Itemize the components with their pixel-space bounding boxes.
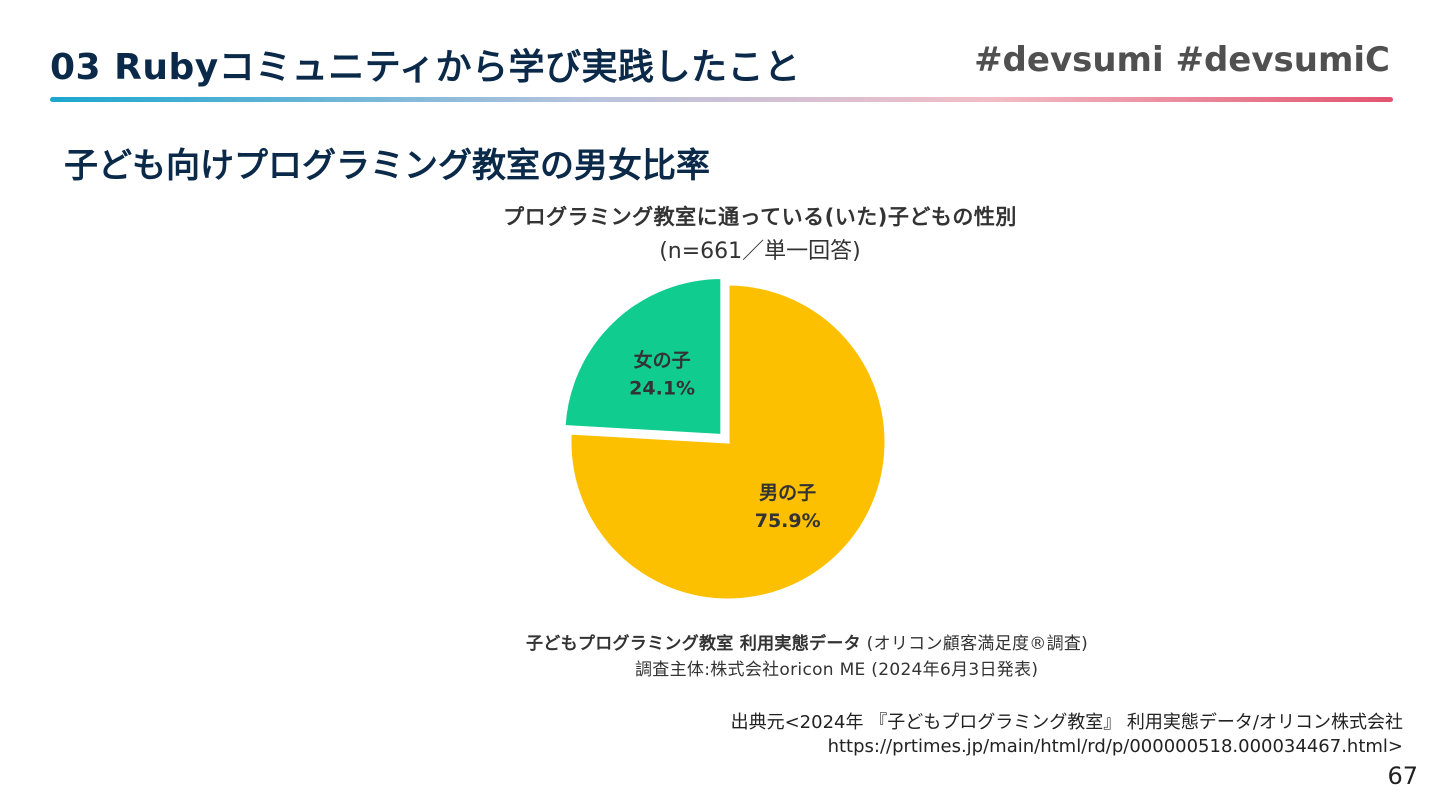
pie-chart: 男の子 75.9% 女の子 24.1% [562, 275, 888, 602]
survey-caption: 子どもプログラミング教室 利用実態データ (オリコン顧客満足度®調査) [526, 629, 1088, 654]
pie-label-value: 24.1% [629, 377, 695, 399]
pie-chart-figure: プログラミング教室に通っている(いた)子どもの性別 (n=661／単一回答) 男… [380, 195, 1140, 685]
slide-title: 03 Rubyコミュニティから学び実践したこと [50, 47, 801, 88]
chart-title: プログラミング教室に通っている(いた)子どもの性別 [503, 205, 1017, 229]
pie-label-category: 女の子 [634, 348, 691, 371]
survey-organizer: 調査主体:株式会社oricon ME (2024年6月3日発表) [635, 660, 1039, 680]
pie-slice-girls [562, 275, 724, 438]
header-divider [50, 97, 1393, 102]
survey-caption-title: 子どもプログラミング教室 利用実態データ [526, 634, 861, 654]
pie-label-category: 男の子 [759, 482, 816, 504]
section-title: 子ども向けプログラミング教室の男女比率 [64, 146, 710, 186]
hashtags: #devsumi #devsumiC [974, 40, 1390, 80]
survey-caption-note: (オリコン顧客満足度®調査) [866, 634, 1089, 654]
source-citation: 出典元<2024年 『子どもプログラミング教室』 利用実態データ/オリコン株式会… [730, 712, 1403, 733]
pie-label-value: 75.9% [755, 510, 821, 532]
pie-slice-boys [568, 282, 888, 602]
source-url: https://prtimes.jp/main/html/rd/p/000000… [827, 736, 1403, 757]
page-number: 67 [1387, 762, 1418, 790]
chart-subtitle: (n=661／単一回答) [659, 239, 861, 264]
